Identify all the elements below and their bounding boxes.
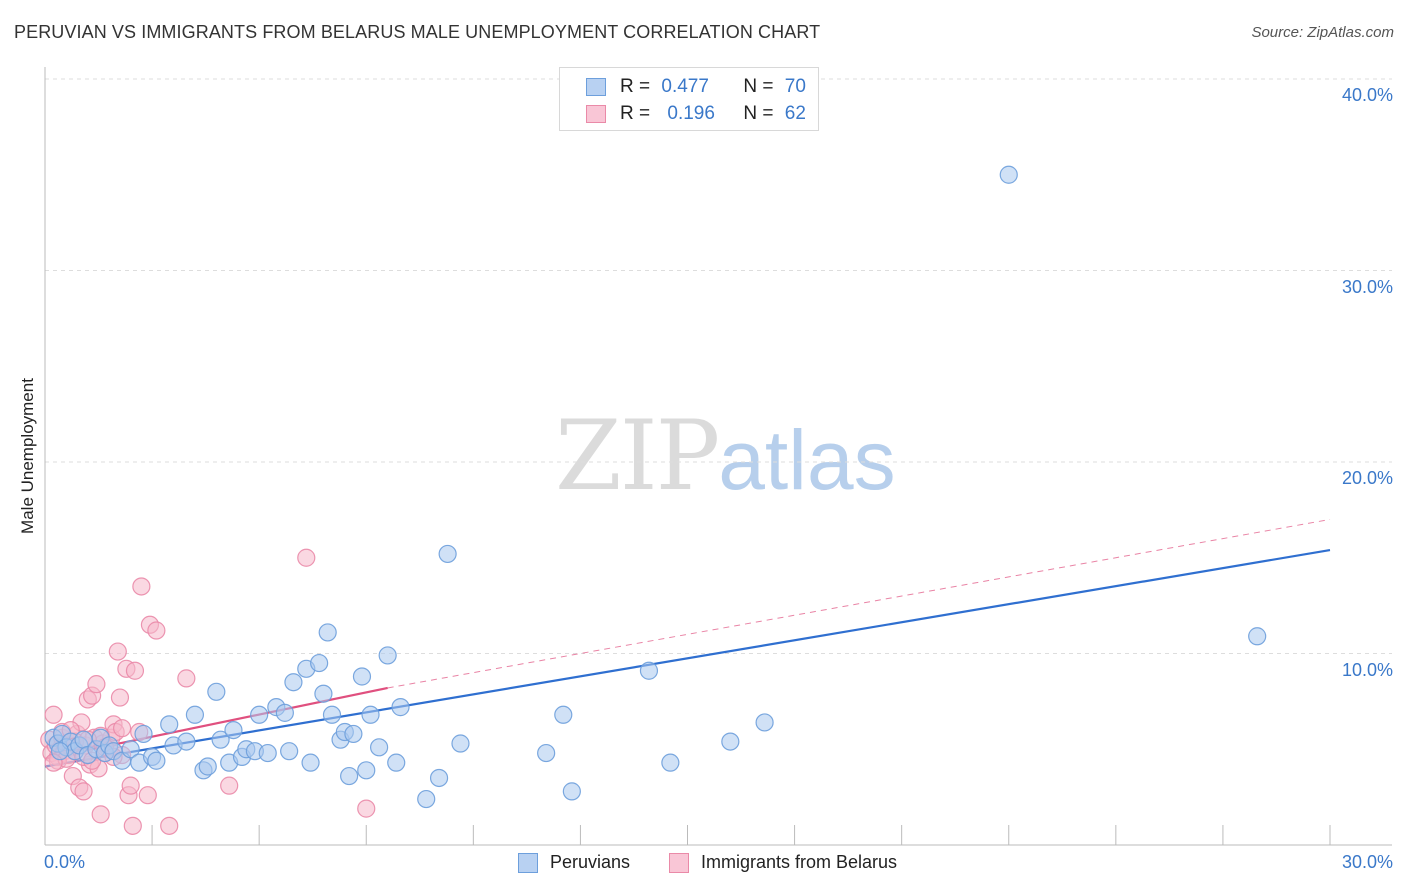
series-legend: Peruvians Immigrants from Belarus — [0, 852, 1406, 878]
point-peruvians — [211, 730, 230, 749]
y-tick-label: 10.0% — [1341, 659, 1393, 680]
point-peruvians — [147, 751, 166, 770]
point-peruvians — [429, 768, 449, 788]
point-peruvians — [352, 667, 372, 686]
chart-title: PERUVIAN VS IMMIGRANTS FROM BELARUS MALE… — [14, 22, 821, 42]
point-belarus — [125, 661, 145, 680]
legend-label-peruvians: Peruvians — [550, 852, 631, 872]
y-tick-label: 20.0% — [1341, 468, 1393, 488]
point-belarus — [91, 805, 110, 824]
trend-line-peruvians — [44, 549, 1331, 768]
point-peruvians — [344, 724, 363, 744]
legend-r-label: R = — [620, 76, 651, 97]
trend-line-belarus-extension — [387, 518, 1331, 689]
axes — [44, 67, 1392, 846]
point-peruvians — [284, 673, 303, 692]
point-peruvians — [357, 761, 376, 780]
legend-row-peruvians: R = 0.477 N = 70 — [586, 75, 806, 99]
point-belarus — [112, 719, 132, 738]
point-belarus — [44, 705, 63, 724]
point-peruvians — [134, 724, 153, 744]
watermark-atlas: atlas — [718, 413, 896, 507]
legend-swatch-belarus — [586, 105, 606, 123]
point-belarus — [138, 786, 157, 805]
point-peruvians — [639, 661, 659, 680]
point-belarus — [108, 642, 127, 661]
point-belarus — [121, 776, 140, 795]
point-peruvians — [250, 705, 269, 724]
point-peruvians — [999, 165, 1018, 184]
legend-swatch-peruvians — [518, 852, 538, 873]
legend-swatch-peruvians — [586, 78, 606, 96]
point-peruvians — [50, 742, 70, 761]
point-belarus — [220, 776, 239, 795]
legend-label-belarus: Immigrants from Belarus — [701, 852, 898, 872]
point-peruvians — [314, 684, 333, 703]
legend-item-belarus[interactable]: Immigrants from Belarus — [669, 852, 897, 873]
point-peruvians — [198, 757, 217, 776]
point-peruvians — [275, 703, 294, 722]
point-peruvians — [340, 766, 359, 786]
correlation-legend: R = 0.477 N = 70 R = 0.196 N = 62 — [559, 67, 819, 131]
point-peruvians — [1248, 627, 1267, 646]
point-peruvians — [378, 646, 397, 665]
legend-r-value: 0.477 — [661, 76, 709, 97]
watermark-zip: ZIP — [555, 400, 720, 512]
point-belarus — [87, 675, 106, 694]
point-peruvians — [185, 705, 205, 724]
point-peruvians — [370, 738, 389, 757]
point-belarus — [110, 688, 130, 707]
point-peruvians — [661, 753, 680, 772]
legend-r-label: R = — [620, 103, 651, 124]
point-peruvians — [301, 753, 320, 772]
legend-n-label: N = — [743, 103, 774, 124]
point-peruvians — [318, 623, 337, 642]
grid-lines — [45, 78, 1392, 654]
point-peruvians — [280, 742, 299, 761]
point-peruvians — [554, 705, 573, 724]
legend-r-value: 0.196 — [667, 103, 715, 124]
data-points — [40, 165, 1267, 835]
point-belarus — [132, 577, 151, 596]
point-peruvians — [177, 732, 196, 751]
point-belarus — [160, 816, 179, 835]
point-belarus — [147, 621, 166, 640]
x-tick-label-max: 30.0% — [1341, 852, 1393, 872]
x-tick-label-min: 0.0% — [44, 852, 86, 872]
legend-n-value: 70 — [784, 76, 806, 97]
point-peruvians — [451, 734, 470, 753]
point-belarus — [74, 782, 93, 801]
watermark: ZIPatlas — [555, 400, 896, 512]
point-peruvians — [417, 789, 436, 809]
point-peruvians — [224, 720, 243, 740]
point-peruvians — [755, 713, 774, 732]
legend-item-peruvians[interactable]: Peruvians — [518, 852, 630, 873]
point-peruvians — [310, 653, 329, 673]
point-peruvians — [322, 705, 342, 724]
y-tick-label: 40.0% — [1341, 85, 1393, 105]
legend-row-belarus: R = 0.196 N = 62 — [586, 102, 806, 126]
legend-n-value: 62 — [784, 103, 806, 124]
point-peruvians — [537, 743, 556, 763]
point-peruvians — [361, 705, 380, 724]
point-peruvians — [562, 782, 581, 801]
point-peruvians — [391, 698, 410, 717]
point-peruvians — [258, 743, 277, 763]
point-peruvians — [160, 715, 179, 734]
legend-n-label: N = — [743, 76, 774, 97]
y-tick-label: 30.0% — [1341, 276, 1393, 297]
source-note: Source: ZipAtlas.com — [1251, 24, 1394, 41]
point-peruvians — [387, 753, 406, 772]
point-peruvians — [207, 682, 226, 701]
point-peruvians — [721, 732, 740, 751]
legend-swatch-belarus — [669, 852, 689, 873]
point-peruvians — [121, 740, 140, 759]
point-belarus — [177, 669, 196, 688]
point-belarus — [357, 799, 376, 818]
point-peruvians — [438, 544, 457, 564]
point-belarus — [123, 816, 142, 835]
point-belarus — [297, 548, 316, 567]
